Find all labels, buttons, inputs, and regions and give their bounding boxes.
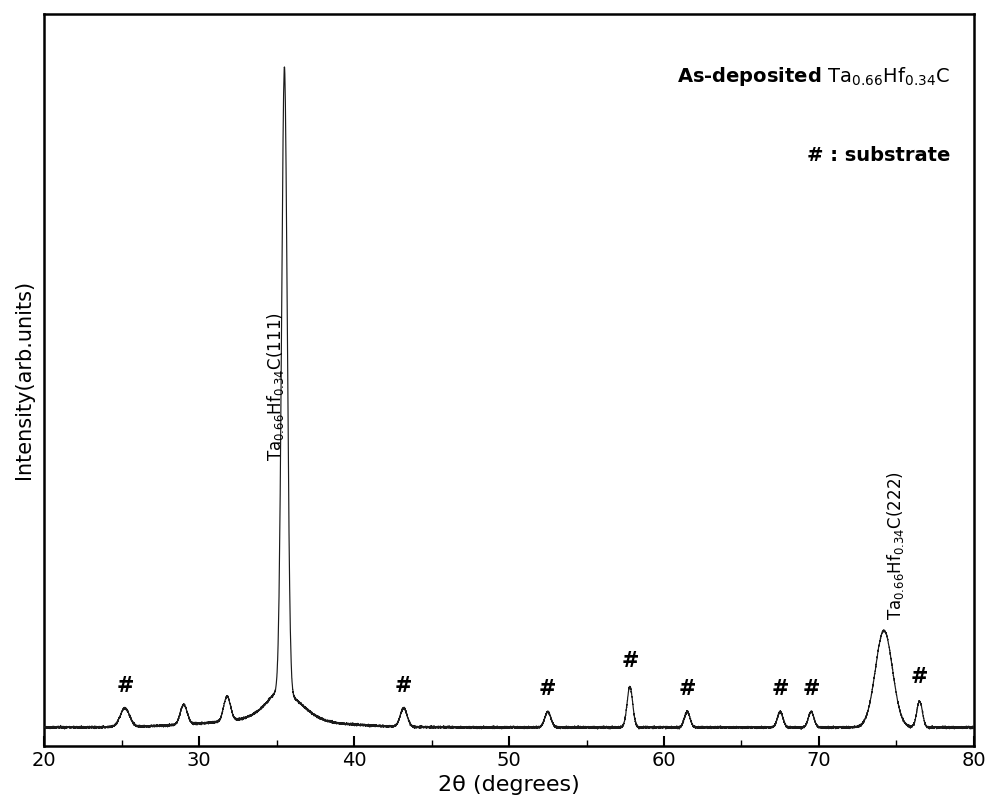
Text: #: #	[116, 676, 134, 696]
Text: #: #	[621, 651, 639, 671]
Text: #: #	[539, 679, 556, 699]
X-axis label: 2θ (degrees): 2θ (degrees)	[438, 775, 580, 795]
Text: As-deposited $\rm Ta_{0.66}Hf_{0.34}C$: As-deposited $\rm Ta_{0.66}Hf_{0.34}C$	[677, 65, 951, 88]
Text: # : substrate: # : substrate	[807, 146, 951, 164]
Text: #: #	[771, 679, 789, 699]
Text: #: #	[911, 667, 928, 687]
Text: #: #	[679, 679, 696, 699]
Text: $\rm Ta_{0.66}Hf_{0.34}C(111)$: $\rm Ta_{0.66}Hf_{0.34}C(111)$	[265, 312, 286, 461]
Text: #: #	[802, 679, 820, 699]
Text: $\rm Ta_{0.66}Hf_{0.34}C(222)$: $\rm Ta_{0.66}Hf_{0.34}C(222)$	[885, 472, 906, 621]
Text: #: #	[395, 676, 412, 696]
Y-axis label: Intensity(arb.units): Intensity(arb.units)	[14, 280, 34, 480]
